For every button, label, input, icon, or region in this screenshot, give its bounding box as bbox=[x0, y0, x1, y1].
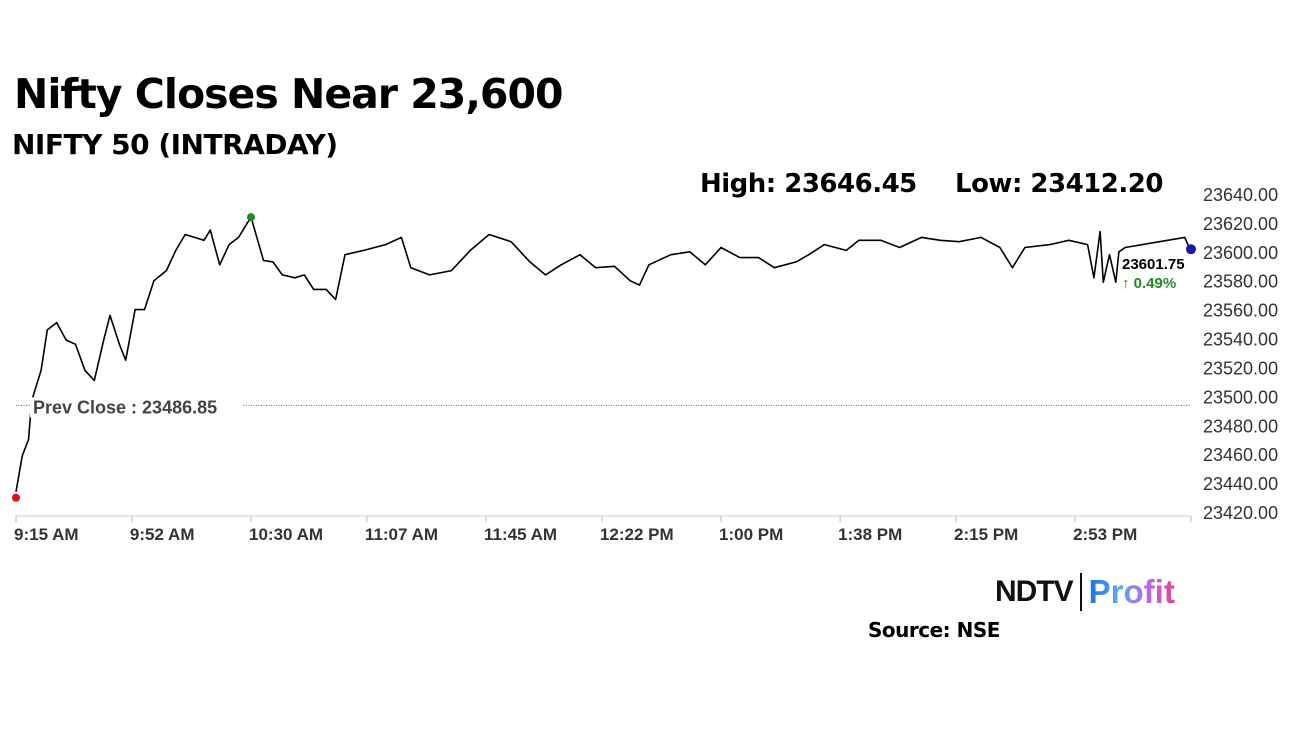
x-tick-label: 11:45 AM bbox=[484, 525, 557, 544]
last-price-marker bbox=[1186, 244, 1196, 255]
y-tick-label: 23440.00 bbox=[1203, 474, 1278, 494]
high-marker bbox=[247, 213, 255, 222]
prev-close-label-bg bbox=[30, 397, 242, 418]
change-percent-label: ↑ 0.49% bbox=[1122, 275, 1176, 292]
y-tick-label: 23420.00 bbox=[1203, 503, 1278, 523]
x-tick-label: 2:15 PM bbox=[954, 525, 1018, 544]
logo-ndtv: NDTV bbox=[995, 575, 1074, 608]
last-label-bg bbox=[1120, 254, 1192, 292]
page-title: Nifty Closes Near 23,600 bbox=[14, 70, 563, 118]
high-label: High: 23646.45 bbox=[700, 169, 917, 199]
x-tick-label: 11:07 AM bbox=[365, 525, 438, 544]
logo-profit: Profit bbox=[1088, 573, 1175, 610]
x-tick-label: 9:15 AM bbox=[14, 525, 79, 544]
x-tick-label: 1:38 PM bbox=[838, 525, 902, 544]
x-tick-label: 9:52 AM bbox=[130, 525, 195, 544]
y-tick-label: 23460.00 bbox=[1203, 445, 1278, 465]
y-tick-label: 23540.00 bbox=[1203, 330, 1278, 350]
x-tick-label: 2:53 PM bbox=[1073, 525, 1137, 544]
x-tick-label: 1:00 PM bbox=[719, 525, 783, 544]
y-tick-label: 23520.00 bbox=[1203, 358, 1278, 378]
y-tick-label: 23620.00 bbox=[1203, 214, 1278, 234]
y-tick-label: 23480.00 bbox=[1203, 416, 1278, 436]
x-tick-label: 12:22 PM bbox=[600, 525, 674, 544]
y-tick-label: 23580.00 bbox=[1203, 272, 1278, 292]
prev-close-label: Prev Close : 23486.85 bbox=[33, 397, 217, 417]
low-marker bbox=[12, 493, 20, 502]
low-label: Low: 23412.20 bbox=[955, 169, 1163, 199]
last-price-label: 23601.75 bbox=[1122, 256, 1185, 273]
x-tick-label: 10:30 AM bbox=[249, 525, 323, 544]
y-tick-label: 23560.00 bbox=[1203, 301, 1278, 321]
source-note: Source: NSE bbox=[868, 618, 1000, 642]
price-line bbox=[15, 216, 1192, 492]
y-tick-label: 23600.00 bbox=[1203, 243, 1278, 263]
logo-divider bbox=[1079, 573, 1082, 611]
chart-subtitle: NIFTY 50 (INTRADAY) bbox=[12, 128, 338, 161]
y-tick-label: 23500.00 bbox=[1203, 387, 1278, 407]
y-tick-label: 23640.00 bbox=[1203, 185, 1278, 205]
ndtv-profit-logo: NDTV Profit bbox=[995, 572, 1175, 612]
